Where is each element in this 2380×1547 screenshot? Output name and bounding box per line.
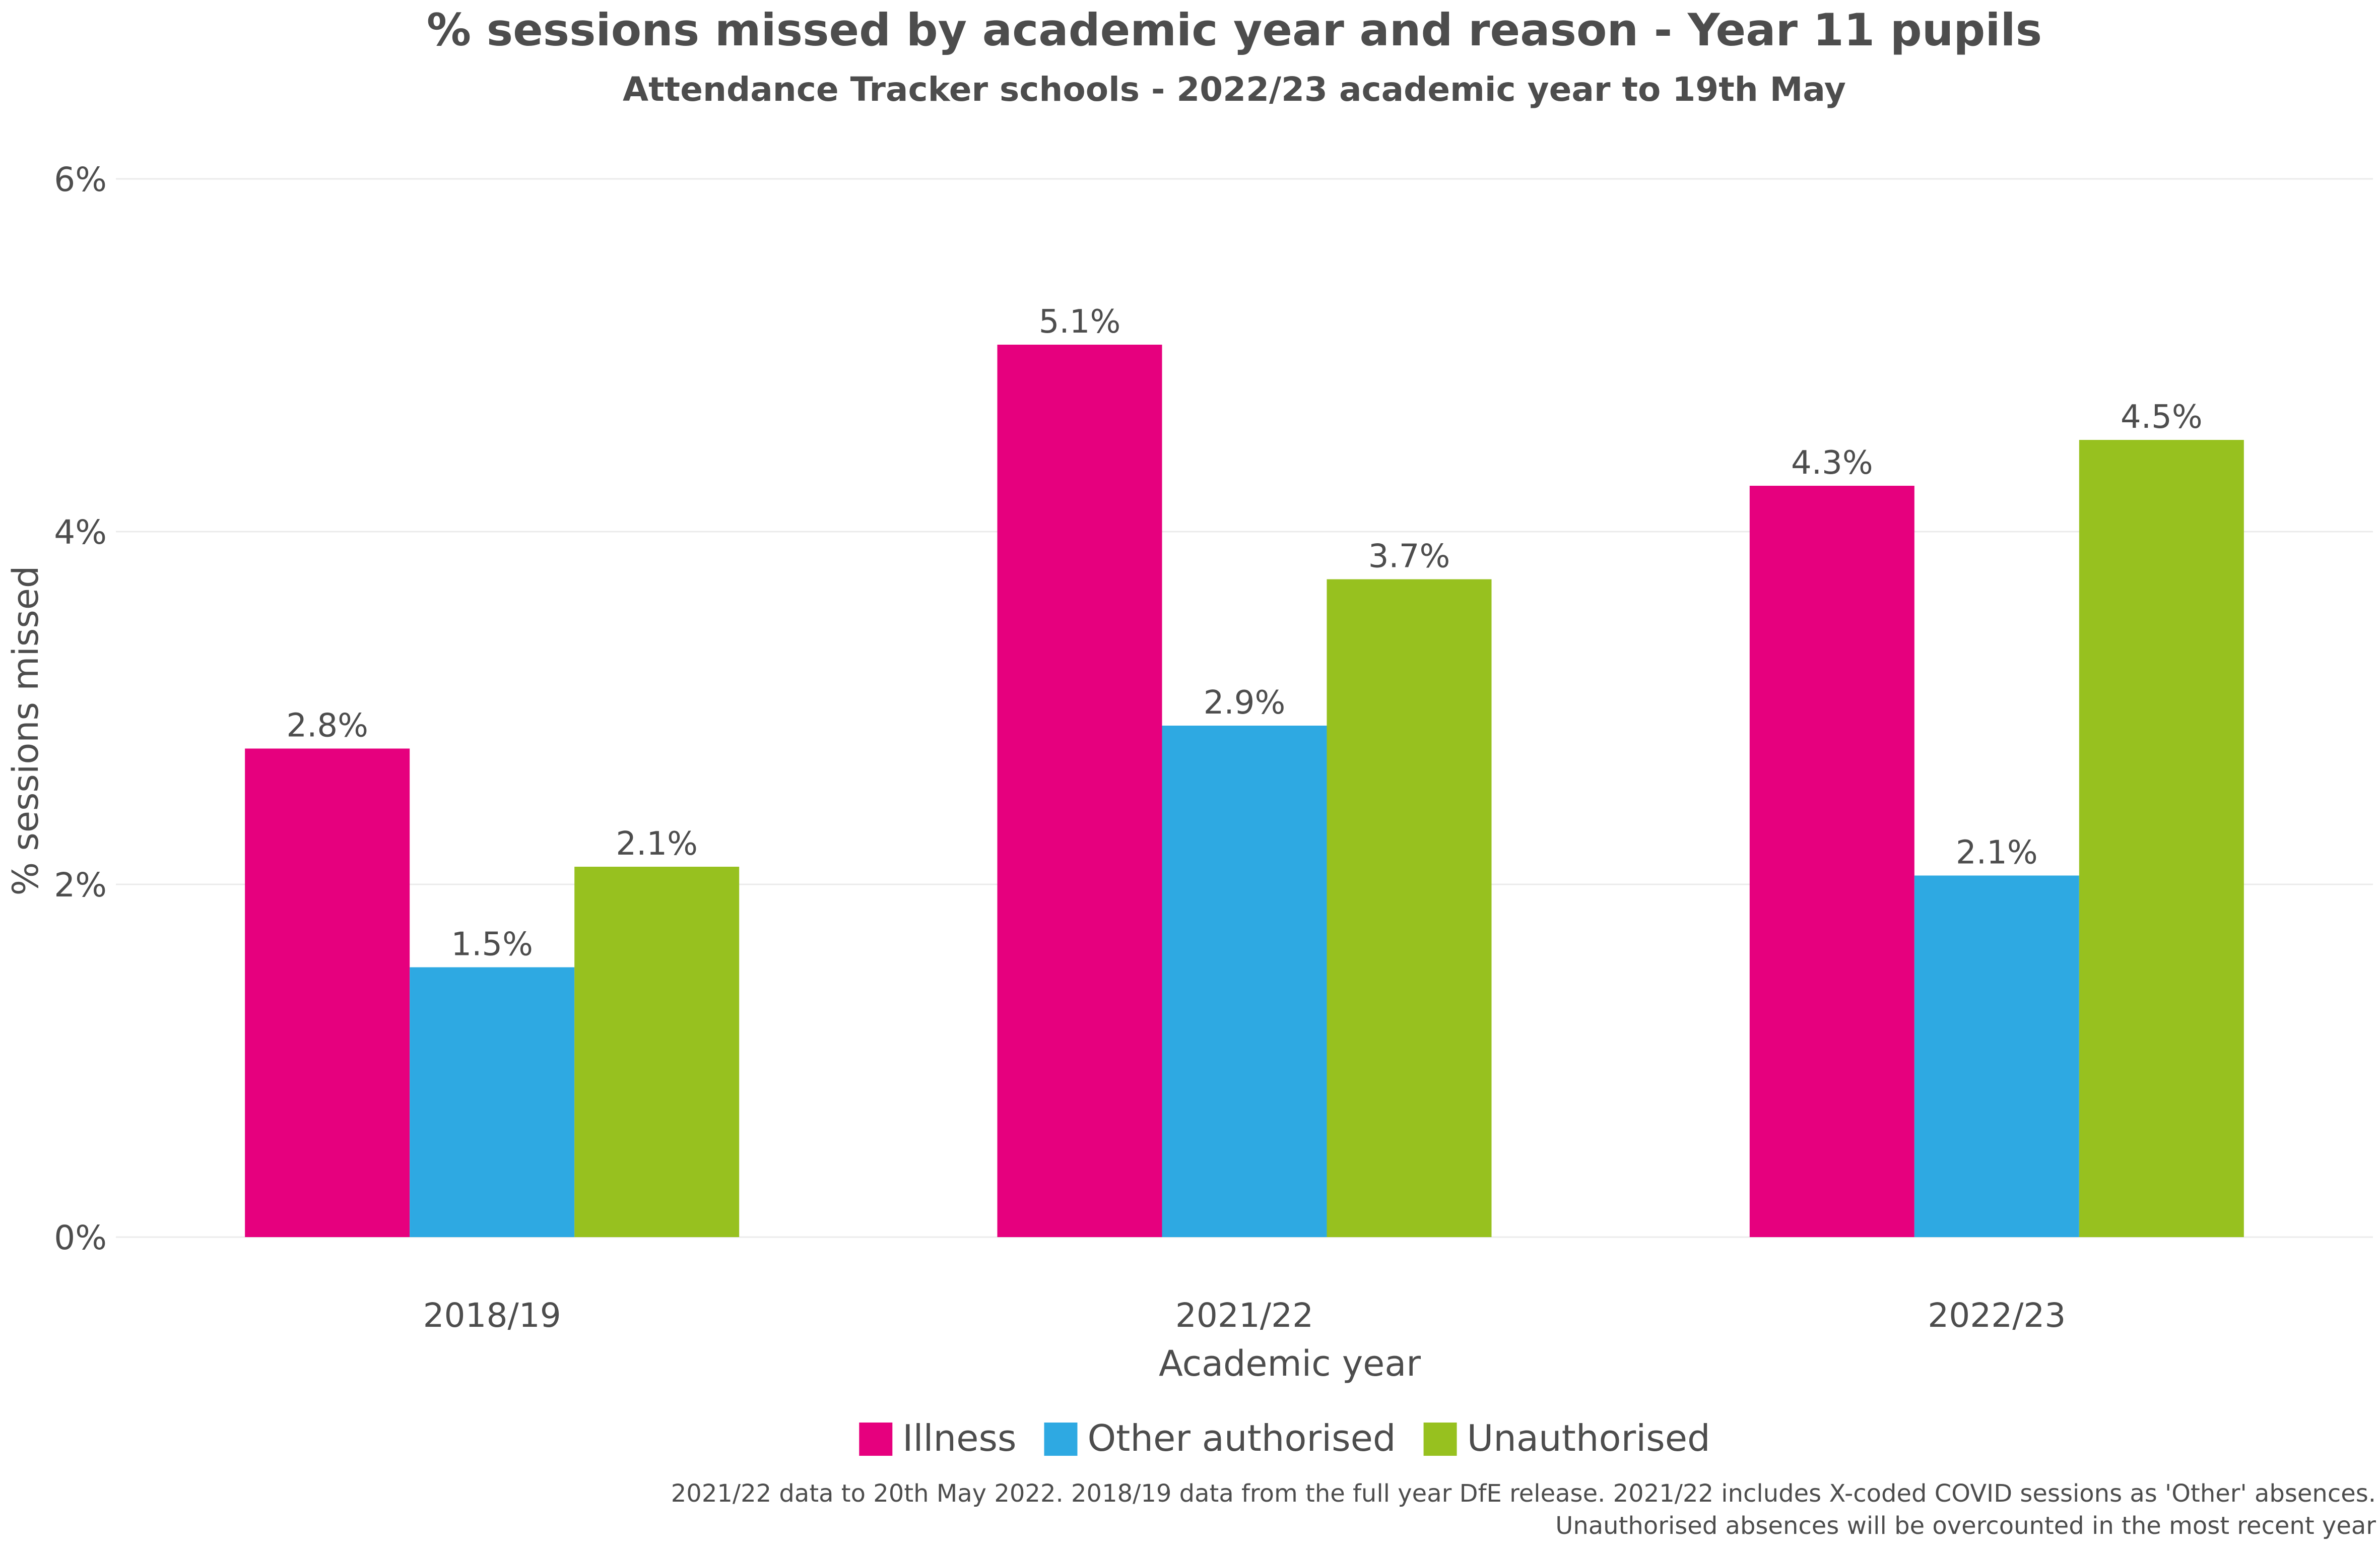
legend-item-other-authorised: Other authorised [1044,1417,1396,1459]
bar-other-authorised [1162,726,1327,1237]
legend: Illness Other authorised Unauthorised [859,1417,1710,1459]
caption: 2021/22 data to 20th May 2022. 2018/19 d… [671,1479,2376,1540]
bar-illness [1749,486,1914,1237]
bar-other-authorised [410,967,575,1237]
legend-item-illness: Illness [859,1417,1016,1459]
x-tick-label: 2021/22 [1175,1296,1313,1335]
legend-swatch [1423,1423,1457,1456]
data-label: 3.7% [1368,538,1450,575]
caption-line: Unauthorised absences will be overcounte… [1555,1512,2376,1540]
caption-line: 2021/22 data to 20th May 2022. 2018/19 d… [671,1479,2376,1508]
chart-subtitle: Attendance Tracker schools - 2022/23 aca… [623,70,1846,109]
bar-other-authorised [1914,875,2079,1237]
legend-label: Illness [902,1417,1016,1459]
bar-unauthorised [2079,440,2244,1237]
y-tick-label: 6% [54,160,107,199]
legend-label: Other authorised [1087,1417,1396,1459]
data-label: 4.3% [1791,444,1873,482]
x-axis-ticks: 2018/19 2021/22 2022/23 [423,1296,2066,1335]
data-label: 5.1% [1039,303,1121,341]
data-label: 1.5% [451,926,533,963]
legend-item-unauthorised: Unauthorised [1423,1417,1710,1459]
y-tick-label: 4% [54,513,107,552]
y-axis-title: % sessions missed [5,566,46,896]
data-label: 2.1% [1956,834,2038,872]
y-tick-label: 2% [54,866,107,905]
bar-unauthorised [574,867,740,1237]
legend-swatch [1044,1423,1078,1456]
x-tick-label: 2022/23 [1928,1296,2066,1335]
data-label: 4.5% [2121,399,2203,436]
data-label: 2.9% [1204,684,1286,722]
legend-swatch [859,1423,893,1456]
bar-illness [245,748,410,1237]
data-label: 2.1% [616,825,698,863]
chart-title: % sessions missed by academic year and r… [427,4,2042,56]
bars [245,345,2244,1237]
x-tick-label: 2018/19 [423,1296,561,1335]
legend-label: Unauthorised [1467,1417,1710,1459]
data-label: 2.8% [286,707,368,745]
bar-unauthorised [1327,579,1492,1237]
x-axis-title: Academic year [1159,1343,1421,1384]
bar-illness [997,345,1162,1237]
y-axis-ticks: 0% 2% 4% 6% [54,160,107,1257]
data-labels: 2.8% 1.5% 2.1% 5.1% 2.9% 3.7% 4.3% 2.1% 4.5% [286,303,2202,963]
y-tick-label: 0% [54,1218,107,1257]
